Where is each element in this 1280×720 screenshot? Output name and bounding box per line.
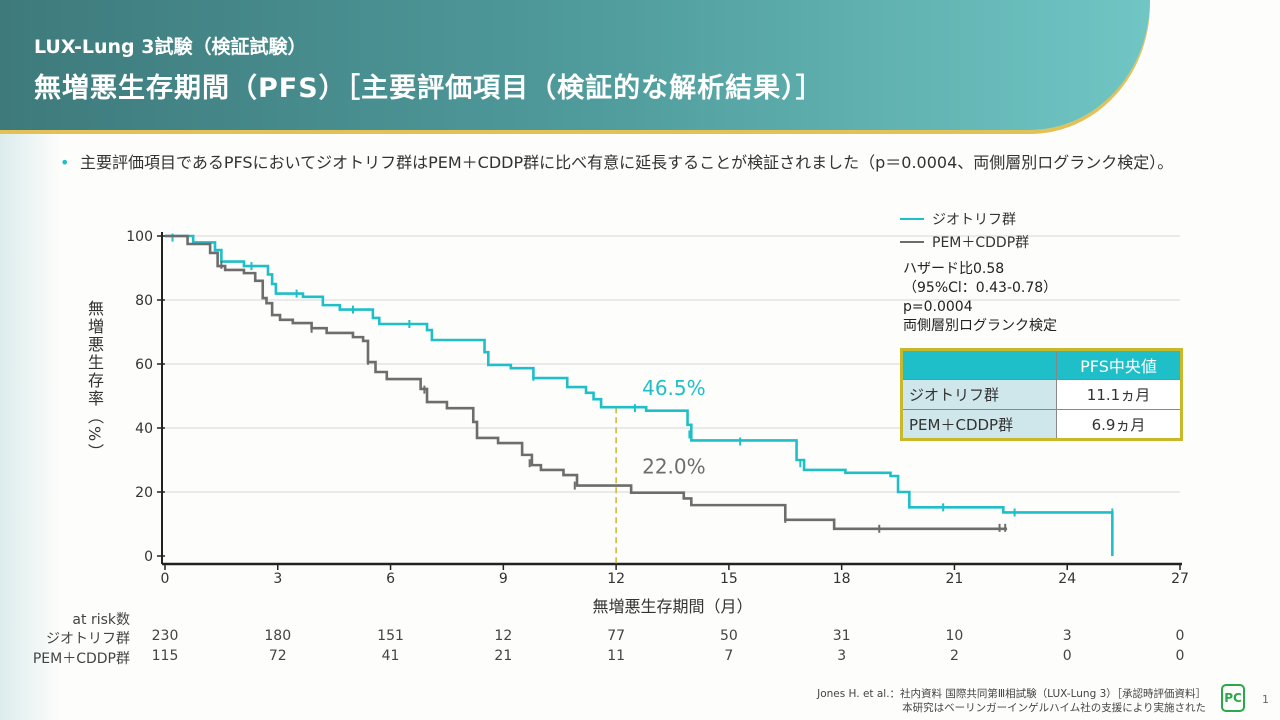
y-tick-label: 0 [144, 549, 153, 565]
page-number: 1 [1262, 693, 1269, 706]
annotation-a: 46.5% [642, 376, 706, 400]
legend-swatch [900, 217, 924, 220]
legend-swatch [900, 240, 924, 243]
legend: ジオトリフ群 PEM＋CDDP群 [900, 207, 1029, 253]
footer-citation: Jones H. et al.：社内資料 国際共同第Ⅲ相試験（LUX-Lung … [817, 687, 1206, 715]
row-label: PEM＋CDDP群 [901, 409, 1057, 440]
column-header: PFS中央値 [1056, 349, 1182, 380]
x-tick-label: 24 [1058, 571, 1076, 587]
at-risk-label-text: ジオトリフ群 [46, 631, 130, 647]
summary-bullet: • 主要評価項目であるPFSにおいてジオトリフ群はPEM＋CDDP群に比べ有意に延… [60, 152, 1200, 173]
at-risk-count: 180 [264, 628, 292, 644]
at-risk-count: 0 [1175, 648, 1185, 664]
at-risk-count: 21 [494, 648, 513, 664]
legend-label: ジオトリフ群 [932, 211, 1016, 228]
at-risk-count: 0 [1062, 648, 1072, 664]
at-risk-count: 3 [837, 648, 847, 664]
at-risk-count: 151 [377, 628, 404, 644]
x-tick-label: 18 [833, 571, 851, 587]
pc-logo: PC [1221, 684, 1245, 712]
legend-item-pem-cddp: PEM＋CDDP群 [900, 230, 1029, 253]
median-pfs-table: PFS中央値 ジオトリフ群 11.1ヵ月 PEM＋CDDP群 6.9ヵ月 [900, 348, 1183, 441]
bullet-dot-icon: • [60, 153, 70, 172]
median-value: 11.1ヵ月 [1056, 379, 1182, 410]
legend-label: PEM＋CDDP群 [932, 234, 1030, 251]
header-banner: LUX-Lung 3試験（検証試験） 無増悪生存期間（PFS）［主要評価項目（検… [0, 0, 1150, 130]
stats-text: ハザード比0.58 （95%Cl：0.43-0.78） p=0.0004 両側層… [903, 260, 1057, 336]
x-tick-label: 0 [161, 571, 170, 587]
at-risk-count: 0 [1175, 628, 1185, 644]
sponsor-line: 本研究はベーリンガーインゲルハイム社の支援により実施された [902, 702, 1206, 714]
summary-text: 主要評価項目であるPFSにおいてジオトリフ群はPEM＋CDDP群に比べ有意に延長… [80, 153, 1174, 172]
x-tick-label: 27 [1171, 571, 1189, 587]
at-risk-count: 2 [949, 648, 959, 664]
left-decor-strip [0, 130, 60, 720]
row-label: ジオトリフ群 [901, 379, 1057, 410]
at-risk-count: 230 [151, 628, 179, 644]
at-risk-count: 50 [719, 628, 738, 644]
y-axis-label: 無増悪生存率（%） [85, 300, 104, 462]
at-risk-count: 7 [724, 648, 734, 664]
km-curve-a [165, 234, 1114, 556]
slide-subtitle: LUX-Lung 3試験（検証試験） [34, 36, 307, 58]
x-tick-label: 15 [720, 571, 738, 587]
y-tick-label: 80 [135, 293, 153, 309]
x-tick-label: 12 [607, 571, 625, 587]
at-risk-count: 77 [607, 628, 626, 644]
at-risk-count: 3 [1062, 628, 1072, 644]
km-curve-b [165, 234, 1008, 531]
x-tick-label: 21 [946, 571, 964, 587]
legend-item-afatinib: ジオトリフ群 [900, 207, 1029, 230]
y-tick-label: 100 [126, 229, 153, 245]
x-tick-label: 6 [386, 571, 395, 587]
at-risk-count: 72 [268, 648, 287, 664]
at-risk-count: 11 [607, 648, 626, 664]
at-risk-count: 12 [494, 628, 513, 644]
header-empty [901, 349, 1057, 380]
at-risk-count: 41 [381, 648, 400, 664]
y-tick-label: 60 [135, 357, 153, 373]
at-risk-count: 115 [151, 648, 179, 664]
p-value: p=0.0004 [903, 299, 973, 315]
y-tick-label: 20 [135, 485, 153, 501]
y-tick-label: 40 [135, 421, 153, 437]
confidence-interval: （95%Cl：0.43-0.78） [903, 280, 1058, 296]
annotation-b: 22.0% [642, 455, 706, 479]
x-axis-label: 無増悪生存期間（月） [592, 597, 752, 616]
median-value: 6.9ヵ月 [1056, 409, 1182, 440]
x-tick-label: 9 [499, 571, 508, 587]
test-method: 両側層別ログランク検定 [903, 318, 1057, 334]
at-risk-label-text: PEM＋CDDP群 [32, 651, 130, 667]
slide-title: 無増悪生存期間（PFS）［主要評価項目（検証的な解析結果）］ [34, 73, 824, 104]
at-risk-count: 10 [945, 628, 964, 644]
hazard-ratio: ハザード比0.58 [903, 261, 1005, 277]
x-tick-label: 3 [273, 571, 282, 587]
at-risk-count: 31 [832, 628, 851, 644]
citation-line: Jones H. et al.：社内資料 国際共同第Ⅲ相試験（LUX-Lung … [817, 688, 1206, 700]
at-risk-title-text: at risk数 [72, 612, 130, 628]
